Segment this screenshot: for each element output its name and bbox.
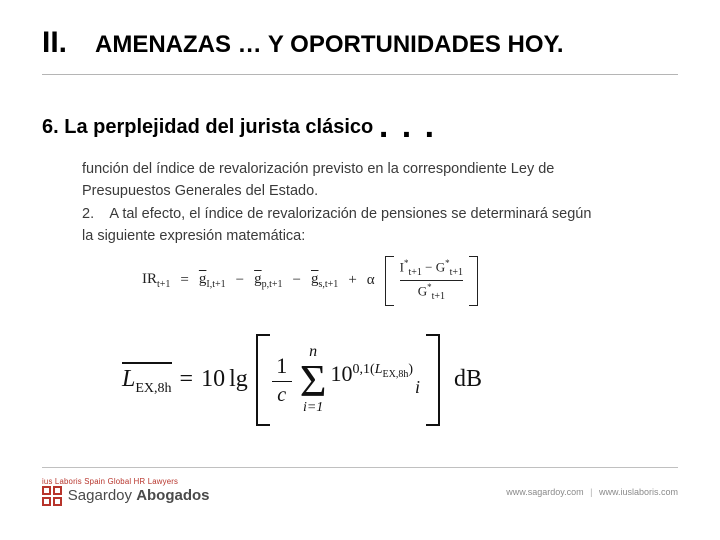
f1-lhs-sym: IR	[142, 271, 157, 287]
logo-name-bold: Abogados	[136, 487, 209, 504]
f2-exp-L: L	[375, 362, 383, 377]
section-roman: II.	[42, 26, 67, 60]
f2-bracket: 1 c n Σ i=1 100,1(LEX,8h)i	[256, 334, 440, 426]
slide: II. AMENAZAS … Y OPORTUNIDADES HOY. 6. L…	[0, 0, 720, 540]
body-line-1: función del índice de revalorización pre…	[82, 158, 678, 180]
footer-url-2: www.iuslaboris.com	[599, 487, 678, 497]
bracket-right-icon	[469, 256, 478, 306]
header-rule	[42, 74, 678, 75]
body-item-2: 2. A tal efecto, el índice de revaloriza…	[82, 203, 678, 225]
section-title: AMENAZAS … Y OPORTUNIDADES HOY.	[95, 31, 564, 59]
sigma-icon: Σ	[300, 360, 327, 401]
header: II. AMENAZAS … Y OPORTUNIDADES HOY.	[42, 26, 678, 60]
footer-row: ius Laboris Spain Global HR Lawyers Saga…	[42, 478, 678, 506]
f1-num: I*t+1 − G*t+1	[400, 259, 463, 278]
logo-name: Sagardoy Abogados	[68, 488, 210, 504]
f1-lhs: IRt+1	[142, 271, 170, 290]
subtitle: 6. La perplejidad del jurista clásico . …	[42, 107, 678, 146]
footer: ius Laboris Spain Global HR Lawyers Saga…	[42, 467, 678, 506]
f2-L: L	[122, 366, 135, 392]
f1-den-g: G	[418, 284, 427, 299]
f2-unit: dB	[454, 366, 482, 393]
f2-exp-left: 0,1(	[353, 362, 375, 377]
f2-exp-i: i	[415, 377, 420, 397]
body-item2-num: 2.	[82, 206, 94, 222]
f1-num-g-sub: t+1	[450, 267, 463, 278]
f2-exp-L-sub: EX,8h	[383, 369, 409, 380]
big-bracket-left-icon	[256, 334, 270, 426]
f2-L-sub: EX,8h	[135, 381, 171, 396]
f2-lhs: LEX,8h	[122, 362, 172, 397]
subtitle-ellipsis: . . .	[379, 107, 436, 145]
f1-fraction: I*t+1 − G*t+1 G*t+1	[394, 256, 469, 306]
f1-eq: =	[180, 272, 188, 289]
formula-lex: LEX,8h = 10 lg 1 c n Σ i=1	[122, 334, 678, 426]
f1-g3-sub: s,t+1	[319, 279, 339, 290]
f2-inner: 1 c n Σ i=1 100,1(LEX,8h)i	[270, 334, 426, 426]
footer-url-1: www.sagardoy.com	[506, 487, 583, 497]
big-bracket-right-icon	[426, 334, 440, 426]
subtitle-text: La perplejidad del jurista clásico	[64, 116, 373, 138]
f2-exp-right: )	[408, 362, 413, 377]
f2-sum: n Σ i=1	[300, 344, 327, 415]
f1-num-minus: −	[425, 259, 432, 274]
footer-logo: ius Laboris Spain Global HR Lawyers Saga…	[42, 478, 210, 506]
footer-links: www.sagardoy.com | www.iuslaboris.com	[506, 487, 678, 497]
subtitle-number: 6.	[42, 116, 59, 138]
f2-ten: 10	[201, 366, 225, 393]
body-line-2: Presupuestos Generales del Estado.	[82, 180, 678, 202]
f1-g2-sub: p,t+1	[262, 279, 283, 290]
f1-g1: gI,t+1	[199, 271, 226, 290]
formula-ir: IRt+1 = gI,t+1 − gp,t+1 − gs,t+1 + α I*t…	[142, 256, 678, 306]
f1-num-i-sub: t+1	[408, 267, 421, 278]
f2-pow: 100,1(LEX,8h)i	[331, 361, 421, 398]
f1-den-sub: t+1	[432, 291, 445, 302]
body-block: función del índice de revalorización pre…	[82, 158, 678, 426]
logo-name-light: Sagardoy	[68, 487, 132, 504]
fraction-line-icon	[272, 381, 292, 382]
f1-g2-sym: g	[254, 271, 262, 287]
body-item2-text: A tal efecto, el índice de revalorizació…	[109, 206, 591, 222]
f1-g3-sym: g	[311, 271, 319, 287]
f2-eq: =	[180, 366, 194, 393]
f1-lhs-sub: t+1	[157, 279, 170, 290]
footer-sep: |	[590, 487, 592, 497]
fraction-line-icon	[400, 280, 463, 281]
f2-sum-bot: i=1	[303, 401, 323, 415]
f1-num-g: G	[436, 259, 445, 274]
f1-minus2: −	[293, 272, 301, 289]
f2-frac-n: 1	[276, 353, 287, 379]
logo-mid: Sagardoy Abogados	[42, 486, 210, 506]
f2-frac-d: c	[277, 384, 286, 407]
footer-rule	[42, 467, 678, 468]
logo-squares-icon	[42, 486, 62, 506]
f1-g3: gs,t+1	[311, 271, 338, 290]
bracket-left-icon	[385, 256, 394, 306]
body-line-4: la siguiente expresión matemática:	[82, 225, 678, 247]
f1-g2: gp,t+1	[254, 271, 282, 290]
f2-base: 10	[331, 361, 353, 386]
f1-bracket: I*t+1 − G*t+1 G*t+1	[385, 256, 478, 306]
f1-g1-sub: I,t+1	[206, 279, 225, 290]
f2-lg: lg	[229, 366, 248, 393]
f1-alpha: α	[367, 272, 375, 289]
logo-tagline: ius Laboris Spain Global HR Lawyers	[42, 478, 210, 486]
f1-minus1: −	[236, 272, 244, 289]
f1-den: G*t+1	[418, 283, 445, 302]
f2-frac: 1 c	[272, 353, 292, 407]
f2-exponent: 0,1(LEX,8h)	[353, 362, 413, 377]
f1-plus: +	[348, 272, 356, 289]
logo-col: ius Laboris Spain Global HR Lawyers Saga…	[42, 478, 210, 506]
